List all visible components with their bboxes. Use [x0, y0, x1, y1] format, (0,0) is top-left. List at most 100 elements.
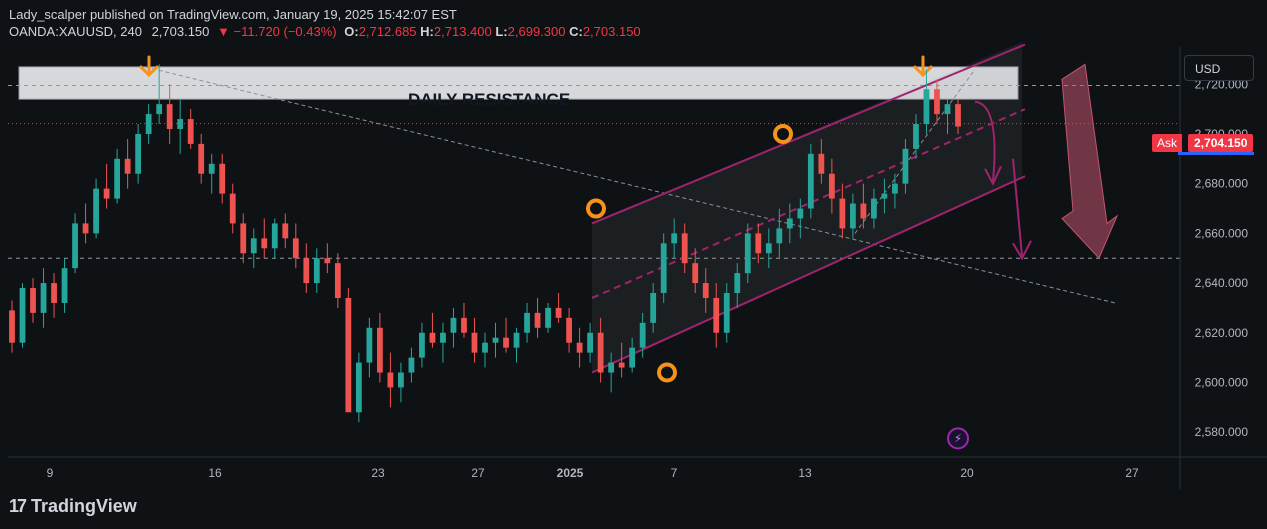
- tradingview-logo[interactable]: 17 TradingView: [9, 496, 137, 517]
- footer-bar: [0, 489, 1267, 529]
- candle-body: [30, 288, 36, 313]
- y-tick-label: 2,580.000: [1195, 425, 1249, 439]
- candle-body: [618, 362, 625, 368]
- candle-body: [650, 293, 657, 323]
- candle-body: [881, 193, 888, 199]
- candle-body: [292, 238, 299, 259]
- ask-label: Ask: [1152, 134, 1183, 152]
- candle-body: [303, 258, 310, 284]
- x-tick-label: 20: [960, 466, 974, 480]
- open-label: O:: [344, 24, 359, 39]
- x-tick-label: 16: [208, 466, 222, 480]
- x-tick-label: 2025: [557, 466, 584, 480]
- candle-body: [923, 89, 930, 125]
- candle-body: [166, 104, 173, 129]
- candle-body: [471, 332, 478, 353]
- currency-button[interactable]: USD: [1184, 55, 1254, 81]
- chart-header: Lady_scalper published on TradingView.co…: [9, 6, 641, 40]
- candle-body: [334, 263, 341, 298]
- candle-body: [124, 158, 131, 174]
- candle-body: [61, 268, 68, 303]
- candle-body: [219, 163, 226, 194]
- candle-body: [229, 193, 236, 224]
- forecast-down-arrow: [1061, 63, 1119, 260]
- candle-body: [324, 258, 331, 264]
- candle-body: [807, 153, 814, 209]
- swing-point-marker: [657, 362, 677, 383]
- candle-body: [513, 332, 520, 348]
- publisher-line: Lady_scalper published on TradingView.co…: [9, 7, 457, 22]
- projection-arrowhead: [984, 165, 1002, 186]
- candle-body: [744, 233, 751, 274]
- swing-point-marker: [586, 198, 606, 219]
- candle-body: [198, 143, 205, 174]
- ask-price-underline: [1178, 152, 1254, 155]
- candle-body: [313, 258, 320, 284]
- candle-body: [355, 362, 362, 413]
- candle-body: [398, 372, 404, 388]
- candle-body: [72, 223, 78, 269]
- candle-body: [934, 89, 940, 115]
- candle-body: [271, 223, 278, 249]
- y-tick-label: 2,600.000: [1195, 375, 1249, 389]
- x-tick-label: 13: [798, 466, 812, 480]
- low-label: L:: [495, 24, 508, 39]
- candle-body: [419, 332, 425, 358]
- candle-body: [503, 337, 509, 348]
- candle-body: [135, 133, 142, 174]
- candle-body: [849, 203, 856, 229]
- candle-body: [208, 163, 215, 174]
- low-value: 2,699.300: [507, 24, 566, 39]
- candle-body: [860, 203, 867, 219]
- close-label: C:: [569, 24, 583, 39]
- candle-body: [765, 243, 772, 254]
- x-tick-label: 27: [471, 466, 485, 480]
- candle-body: [892, 183, 898, 194]
- candle-body: [755, 233, 762, 254]
- candle-body: [387, 372, 394, 388]
- y-tick-label: 2,620.000: [1195, 326, 1249, 340]
- candle-body: [156, 104, 163, 115]
- x-tick-label: 9: [47, 466, 54, 480]
- candle-body: [702, 283, 709, 298]
- candle-body: [797, 208, 804, 219]
- y-tick-label: 2,640.000: [1195, 276, 1249, 290]
- candle-body: [734, 273, 741, 293]
- projection-arrowhead: [1012, 240, 1032, 261]
- candle-body: [461, 317, 467, 333]
- candle-body: [639, 322, 646, 348]
- candle-body: [660, 243, 667, 293]
- candle-body: [566, 317, 572, 343]
- candle-body: [776, 228, 783, 244]
- candle-body: [82, 223, 89, 234]
- candle-body: [408, 357, 415, 373]
- candle-body: [345, 297, 352, 413]
- candle-body: [492, 337, 499, 343]
- candle-body: [692, 263, 699, 284]
- high-label: H:: [420, 24, 434, 39]
- close-value: 2,703.150: [582, 24, 641, 39]
- candle-body: [376, 327, 383, 373]
- projection-path: [1012, 158, 1023, 256]
- candle-body: [93, 188, 99, 234]
- candle-body: [145, 114, 152, 134]
- candle-body: [944, 104, 951, 115]
- candle-body: [177, 119, 184, 129]
- x-tick-label: 7: [671, 466, 678, 480]
- candle-body: [608, 362, 615, 373]
- high-value: 2,713.400: [433, 24, 492, 39]
- ask-price-tag: Ask 2,704.150: [1152, 134, 1254, 152]
- candle-body: [818, 153, 825, 174]
- candle-body: [240, 223, 247, 254]
- y-tick-label: 2,660.000: [1195, 226, 1249, 240]
- candle-body: [555, 307, 562, 318]
- candle-body: [282, 223, 289, 239]
- candle-body: [786, 218, 793, 229]
- candle-body: [713, 297, 720, 333]
- candle-body: [913, 124, 919, 149]
- symbol-name[interactable]: OANDA:XAUUSD, 240: [9, 24, 142, 39]
- projection-path: [974, 100, 996, 182]
- daily-resistance-zone: [18, 66, 1019, 100]
- candle-body: [629, 347, 636, 368]
